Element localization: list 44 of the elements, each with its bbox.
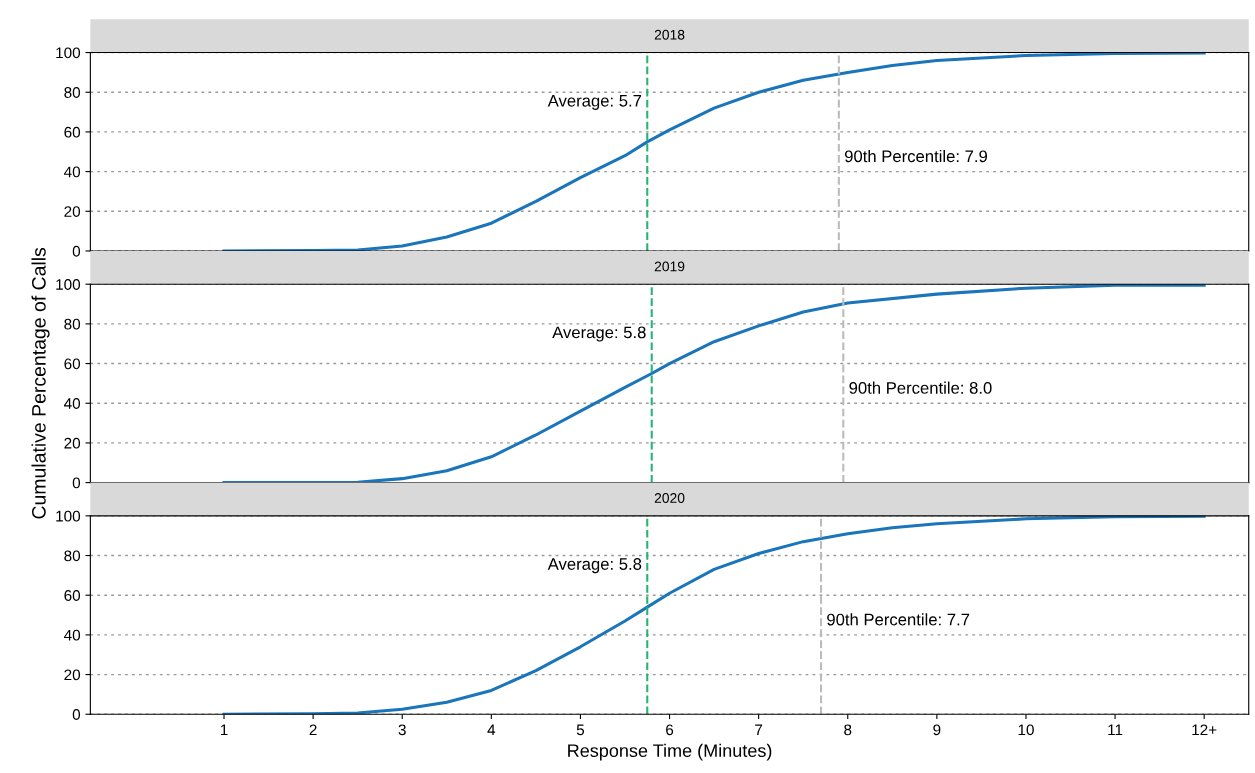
- x-tick-label: 1: [220, 724, 228, 736]
- y-tick-label: 100: [56, 510, 81, 522]
- x-tick-label: 5: [576, 724, 585, 736]
- ref-line-label: Average: 5.8: [552, 326, 646, 342]
- x-tick-label: 12+: [1192, 724, 1217, 736]
- y-tick-label: 40: [64, 398, 81, 409]
- x-axis-title: Response Time (Minutes): [568, 743, 772, 761]
- x-tick-label: 2: [309, 724, 317, 736]
- x-tick-label: 6: [666, 724, 674, 736]
- x-tick-label: 8: [844, 724, 852, 736]
- x-tick-label: 4: [487, 724, 496, 736]
- y-tick-label: 100: [56, 47, 81, 59]
- chart-title: 2018: [654, 29, 685, 40]
- y-tick-label: 80: [64, 87, 81, 98]
- y-tick-label: 40: [64, 629, 81, 641]
- y-tick-label: 60: [64, 126, 81, 138]
- y-tick-label: 40: [64, 166, 81, 178]
- y-tick-label: 100: [56, 279, 81, 290]
- ref-line-label: 90th Percentile: 7.7: [827, 613, 970, 626]
- y-tick-label: 0: [72, 245, 81, 257]
- y-tick-label: 60: [64, 590, 81, 601]
- y-tick-label: 0: [72, 477, 81, 489]
- chart-title: 2020: [654, 493, 685, 503]
- chart-title: 2019: [654, 261, 685, 272]
- y-tick-label: 80: [64, 550, 81, 562]
- y-tick-label: 20: [64, 437, 81, 449]
- ref-line-label: 90th Percentile: 8.0: [849, 381, 992, 394]
- y-axis-title: Cumulative Percentage of Calls: [31, 247, 50, 519]
- x-tick-label: 9: [933, 724, 941, 736]
- ref-line-label: Average: 5.7: [547, 95, 642, 110]
- y-tick-label: 20: [64, 206, 81, 217]
- y-tick-label: 20: [64, 669, 81, 681]
- x-tick-label: 7: [755, 724, 763, 736]
- line-series: [222, 52, 1206, 251]
- y-tick-label: 80: [64, 318, 81, 330]
- x-tick-label: 10: [1018, 724, 1034, 736]
- ref-line-label: Average: 5.8: [547, 558, 642, 574]
- x-tick-label: 11: [1108, 724, 1123, 736]
- x-tick-label: 3: [398, 724, 406, 736]
- y-tick-label: 60: [64, 358, 81, 370]
- ref-line-label: 90th Percentile: 7.9: [844, 149, 988, 163]
- y-tick-label: 0: [72, 709, 81, 720]
- line-series: [222, 515, 1206, 715]
- line-series: [222, 284, 1206, 483]
